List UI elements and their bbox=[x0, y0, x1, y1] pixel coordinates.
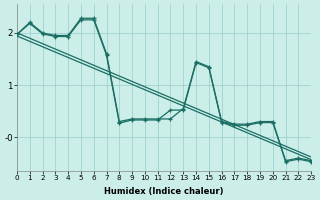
X-axis label: Humidex (Indice chaleur): Humidex (Indice chaleur) bbox=[104, 187, 224, 196]
